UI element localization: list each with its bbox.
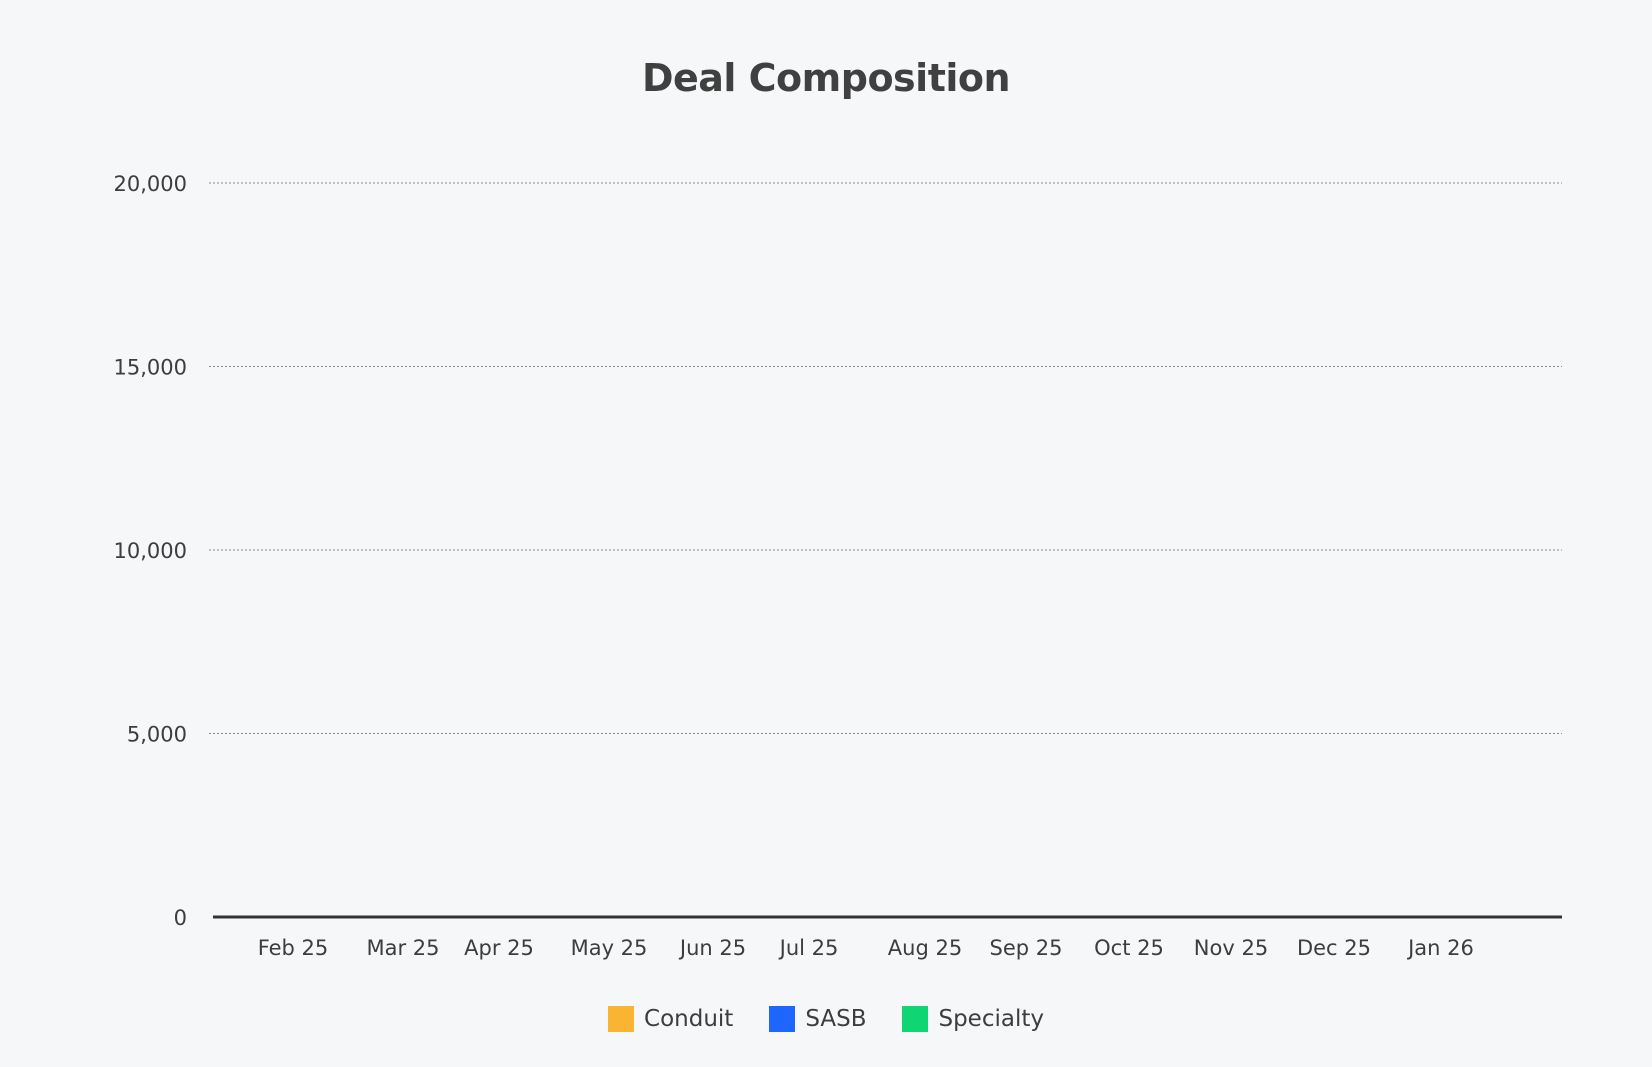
y-tick-label: 10,000 [114,539,187,563]
y-tick-label: 5,000 [127,723,187,747]
chart-plot: 0 5,000 10,000 15,000 20,000 Feb 25 Mar 25 Apr… [114,172,1562,960]
legend-item[interactable]: Conduit [608,1006,733,1032]
chart-title: Deal Composition [641,56,1011,100]
x-tick-label: May 25 [571,936,648,960]
x-tick-label: Jun 25 [678,936,746,960]
x-tick-label: Oct 25 [1094,936,1164,960]
x-tick-label: Jan 26 [1406,936,1474,960]
legend-item[interactable]: Specialty [902,1006,1044,1032]
y-axis-ticks: 0 5,000 10,000 15,000 20,000 [114,172,187,930]
y-tick-label: 15,000 [114,356,187,380]
legend-swatch [769,1006,796,1032]
legend-label: Conduit [644,1006,734,1032]
x-tick-label: Apr 25 [464,936,534,960]
legend-label: SASB [805,1006,867,1032]
x-tick-label: Dec 25 [1297,936,1371,960]
y-tick-label: 0 [174,906,187,930]
x-tick-label: Mar 25 [366,936,439,960]
y-tick-label: 20,000 [114,172,187,196]
x-tick-label: Feb 25 [258,936,329,960]
legend-item[interactable]: SASB [769,1006,866,1032]
legend-label: Specialty [938,1006,1044,1032]
x-axis-ticks: Feb 25 Mar 25 Apr 25 May 25 Jun 25 Jul 25 Aug … [258,936,1474,960]
x-tick-label: Aug 25 [888,936,962,960]
gridlines [209,182,1562,734]
x-tick-label: Sep 25 [990,936,1063,960]
legend-swatch [902,1006,929,1032]
legend-swatch [608,1006,635,1032]
x-tick-label: Jul 25 [778,936,839,960]
x-tick-label: Nov 25 [1194,936,1268,960]
legend: Conduit SASB Specialty [0,1006,1652,1032]
